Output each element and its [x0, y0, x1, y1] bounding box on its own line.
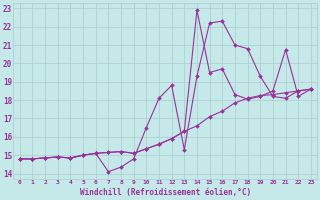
X-axis label: Windchill (Refroidissement éolien,°C): Windchill (Refroidissement éolien,°C) — [80, 188, 251, 197]
